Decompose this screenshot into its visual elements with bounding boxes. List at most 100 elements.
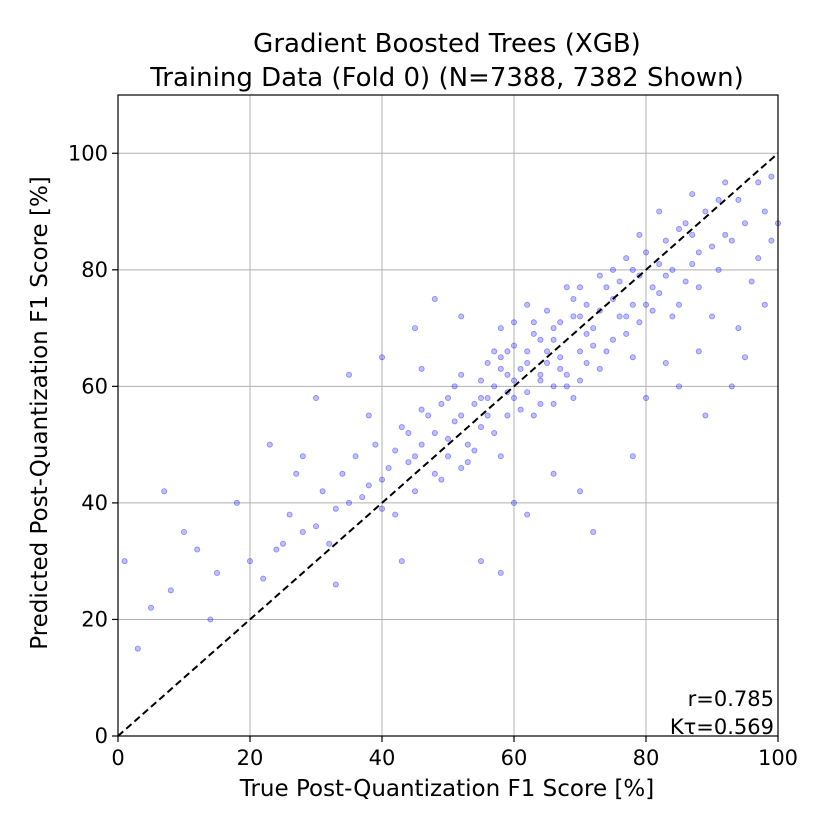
scatter-point [689,260,696,267]
scatter-point [662,360,669,367]
scatter-point [669,266,676,273]
scatter-point [544,348,551,355]
scatter-point [213,569,220,576]
scatter-point [715,196,722,203]
scatter-point [378,476,385,483]
scatter-point [471,447,478,454]
scatter-point [623,255,630,262]
x-tick-label: 20 [237,746,264,770]
scatter-point [451,418,458,425]
scatter-point [629,266,636,273]
scatter-point [682,220,689,227]
scatter-point [603,284,610,291]
scatter-point [484,360,491,367]
scatter-point [233,499,240,506]
scatter-point [530,330,537,337]
scatter-point [484,412,491,419]
scatter-point [537,377,544,384]
scatter-point [497,365,504,372]
scatter-point [517,365,524,372]
y-tick-label: 80 [81,258,108,282]
scatter-point [121,558,128,565]
scatter-point [418,441,425,448]
scatter-point [167,587,174,594]
scatter-point [590,529,597,536]
scatter-point [722,231,729,238]
scatter-point [649,284,656,291]
scatter-point [728,383,735,390]
scatter-point [550,400,557,407]
scatter-point [715,266,722,273]
scatter-point [682,278,689,285]
scatter-point [372,441,379,448]
scatter-point [577,488,584,495]
scatter-point [728,237,735,244]
scatter-point [458,412,465,419]
scatter-point [656,208,663,215]
scatter-point [530,412,537,419]
identity-reference-line [117,152,779,737]
scatter-point [365,482,372,489]
scatter-point [702,412,709,419]
scatter-point [590,342,597,349]
scatter-point [636,319,643,326]
scatter-point [464,459,471,466]
chart-subtitle: Training Data (Fold 0) (N=7388, 7382 Sho… [149,63,744,93]
scatter-point [510,499,517,506]
y-axis-label: Predicted Post-Quantization F1 Score [%] [27,176,53,650]
scatter-point [695,284,702,291]
scatter-point [656,290,663,297]
scatter-point [577,377,584,384]
scatter-point [299,529,306,536]
scatter-point [312,395,319,402]
scatter-point [451,383,458,390]
scatter-point [662,272,669,279]
scatter-point [497,354,504,361]
scatter-point [577,348,584,355]
y-tick-label: 20 [81,607,108,631]
scatter-point [378,505,385,512]
scatter-point [365,412,372,419]
scatter-point [570,395,577,402]
plot-frame [117,94,779,737]
x-tick-label: 40 [369,746,396,770]
scatter-point [610,266,617,273]
scatter-point [524,348,531,355]
scatter-point [411,488,418,495]
scatter-point [161,488,168,495]
scatter-point [510,377,517,384]
y-tick-label: 100 [68,141,108,165]
scatter-point [504,412,511,419]
scatter-point [517,406,524,413]
scatter-point [643,301,650,308]
scatter-point [722,179,729,186]
scatter-point [695,249,702,256]
scatter-point [444,435,451,442]
scatter-point [550,325,557,332]
scatter-point [524,360,531,367]
scatter-point [398,558,405,565]
scatter-point [286,511,293,518]
scatter-point [491,383,498,390]
scatter-point [491,348,498,355]
scatter-point [616,278,623,285]
scatter-point [537,371,544,378]
scatter-point [643,395,650,402]
scatter-point [577,284,584,291]
scatter-point [636,231,643,238]
scatter-point [458,464,465,471]
scatter-point [530,319,537,326]
scatter-points [121,173,782,652]
scatter-point [596,365,603,372]
scatter-point [359,494,366,501]
scatter-point [537,336,544,343]
scatter-point [147,604,154,611]
scatter-point [755,179,762,186]
scatter-point [477,558,484,565]
scatter-point [656,260,663,267]
scatter-point [689,231,696,238]
scatter-point [544,360,551,367]
scatter-point [616,313,623,320]
scatter-point [676,226,683,233]
